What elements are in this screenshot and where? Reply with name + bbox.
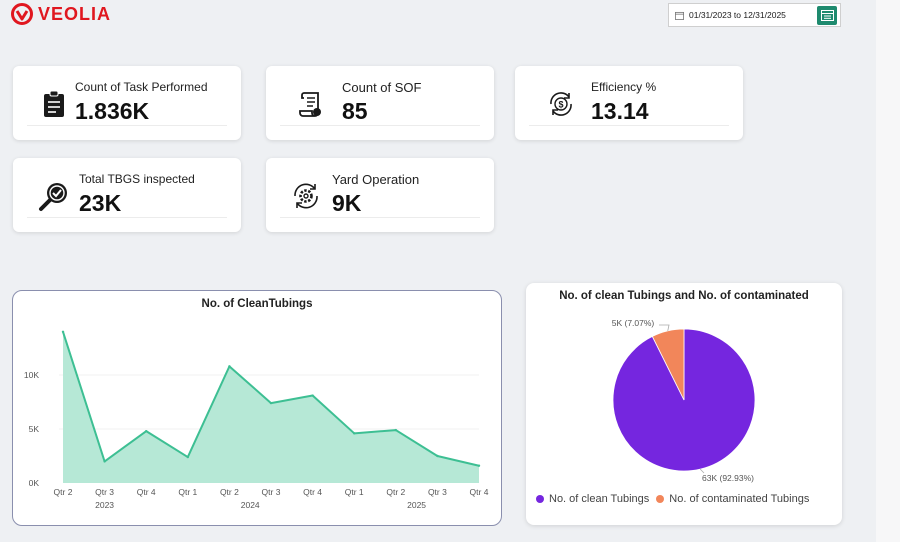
leader-line [659,324,670,331]
data-point[interactable] [145,429,148,433]
x-tick-label: Qtr 2 [54,487,73,497]
brand-logo: VEOLIA [10,2,111,26]
dollar-cycle-icon: $ [545,88,577,120]
pie-slice[interactable] [651,328,685,401]
chart-title: No. of CleanTubings [201,298,313,310]
data-point[interactable] [103,460,106,463]
brand-name: VEOLIA [38,3,112,24]
year-label: 2024 [241,500,260,510]
leader-line [699,468,705,474]
legend-swatch [536,495,544,503]
x-tick-label: Qtr 3 [428,487,447,497]
kpi-value: 9K [332,190,362,216]
x-tick-label: Qtr 2 [386,487,405,497]
data-point[interactable] [394,428,397,432]
scroll-icon [298,88,324,120]
x-tick-label: Qtr 2 [220,487,239,497]
clean-tubings-chart[interactable]: No. of CleanTubings 0K 5K 10K Qtr 2 Qtr 3 Qtr… [12,290,502,526]
y-tick-label: 5K [29,424,40,434]
kpi-card-tasks[interactable]: Count of Task Performed 1.836K [13,66,241,140]
date-range-value: 01/31/2023 to 12/31/2025 [689,10,786,20]
data-point[interactable] [269,401,273,405]
year-label: 2023 [95,500,114,510]
clipboard-icon [41,88,67,120]
kpi-card-efficiency[interactable]: $ Efficiency % 13.14 [515,66,743,140]
data-point[interactable] [186,455,189,459]
date-range-button[interactable] [817,6,837,25]
x-tick-label: Qtr 1 [345,487,364,497]
x-tick-label: Qtr 3 [262,487,281,497]
y-tick-label: 0K [29,478,40,488]
page-right-edge [876,0,900,542]
kpi-value: 23K [79,190,122,216]
kpi-card-sof[interactable]: Count of SOF 85 [266,66,494,140]
pie-legend: No. of clean Tubings No. of contaminated… [536,493,809,505]
calendar-icon [675,11,684,20]
data-point[interactable] [311,394,314,397]
kpi-inner: Yard Operation 9K [280,168,480,218]
kpi-card-tbgs[interactable]: Total TBGS inspected 23K [13,158,241,232]
svg-text:$: $ [558,100,563,110]
data-point[interactable] [477,464,481,467]
kpi-label: Total TBGS inspected [79,172,195,186]
chart-title: No. of clean Tubings and No. of contamin… [559,290,809,302]
tubings-pie-chart[interactable]: No. of clean Tubings and No. of contamin… [526,283,842,525]
kpi-card-yard[interactable]: Yard Operation 9K [266,158,494,232]
kpi-label: Count of Task Performed [75,80,208,94]
kpi-value: 13.14 [591,98,649,124]
kpi-value: 1.836K [75,98,150,124]
date-range-filter[interactable]: 01/31/2023 to 12/31/2025 [668,3,841,27]
data-point[interactable] [436,454,439,458]
kpi-value: 85 [342,98,368,124]
area-fill [63,331,479,483]
year-label: 2025 [407,500,426,510]
kpi-inner: Count of Task Performed 1.836K [27,76,227,126]
x-tick-label: Qtr 4 [303,487,322,497]
kpi-inner: Total TBGS inspected 23K [27,168,227,218]
data-point[interactable] [353,432,356,435]
gear-cycle-icon [290,180,322,212]
kpi-label: Efficiency % [591,80,657,94]
pie-data-label: 63K (92.93%) [702,473,754,483]
veolia-logo-icon [11,3,33,25]
legend-swatch [656,495,665,503]
y-tick-label: 10K [24,370,39,380]
magnifier-check-icon [37,180,71,212]
pie-chart-svg: 63K (92.93%) 5K (7.07%) [612,318,756,483]
data-point[interactable] [61,330,65,333]
kpi-label: Count of SOF [342,80,422,95]
x-tick-label: Qtr 3 [95,487,114,497]
kpi-inner: $ Efficiency % 13.14 [529,76,729,126]
x-tick-label: Qtr 1 [178,487,197,497]
area-chart-svg: 0K 5K 10K Qtr 2 Qtr 3 Qtr 4 Qtr 1 Qtr 2 Qtr 3 Qtr… [24,330,489,510]
legend-label[interactable]: No. of clean Tubings [549,493,650,505]
calendar-grid-icon [820,10,834,21]
kpi-label: Yard Operation [332,172,420,187]
kpi-inner: Count of SOF 85 [280,76,480,126]
data-point[interactable] [228,365,231,368]
legend-label[interactable]: No. of contaminated Tubings [669,493,810,505]
x-tick-label: Qtr 4 [470,487,489,497]
x-tick-label: Qtr 4 [137,487,156,497]
pie-data-label: 5K (7.07%) [612,318,655,328]
